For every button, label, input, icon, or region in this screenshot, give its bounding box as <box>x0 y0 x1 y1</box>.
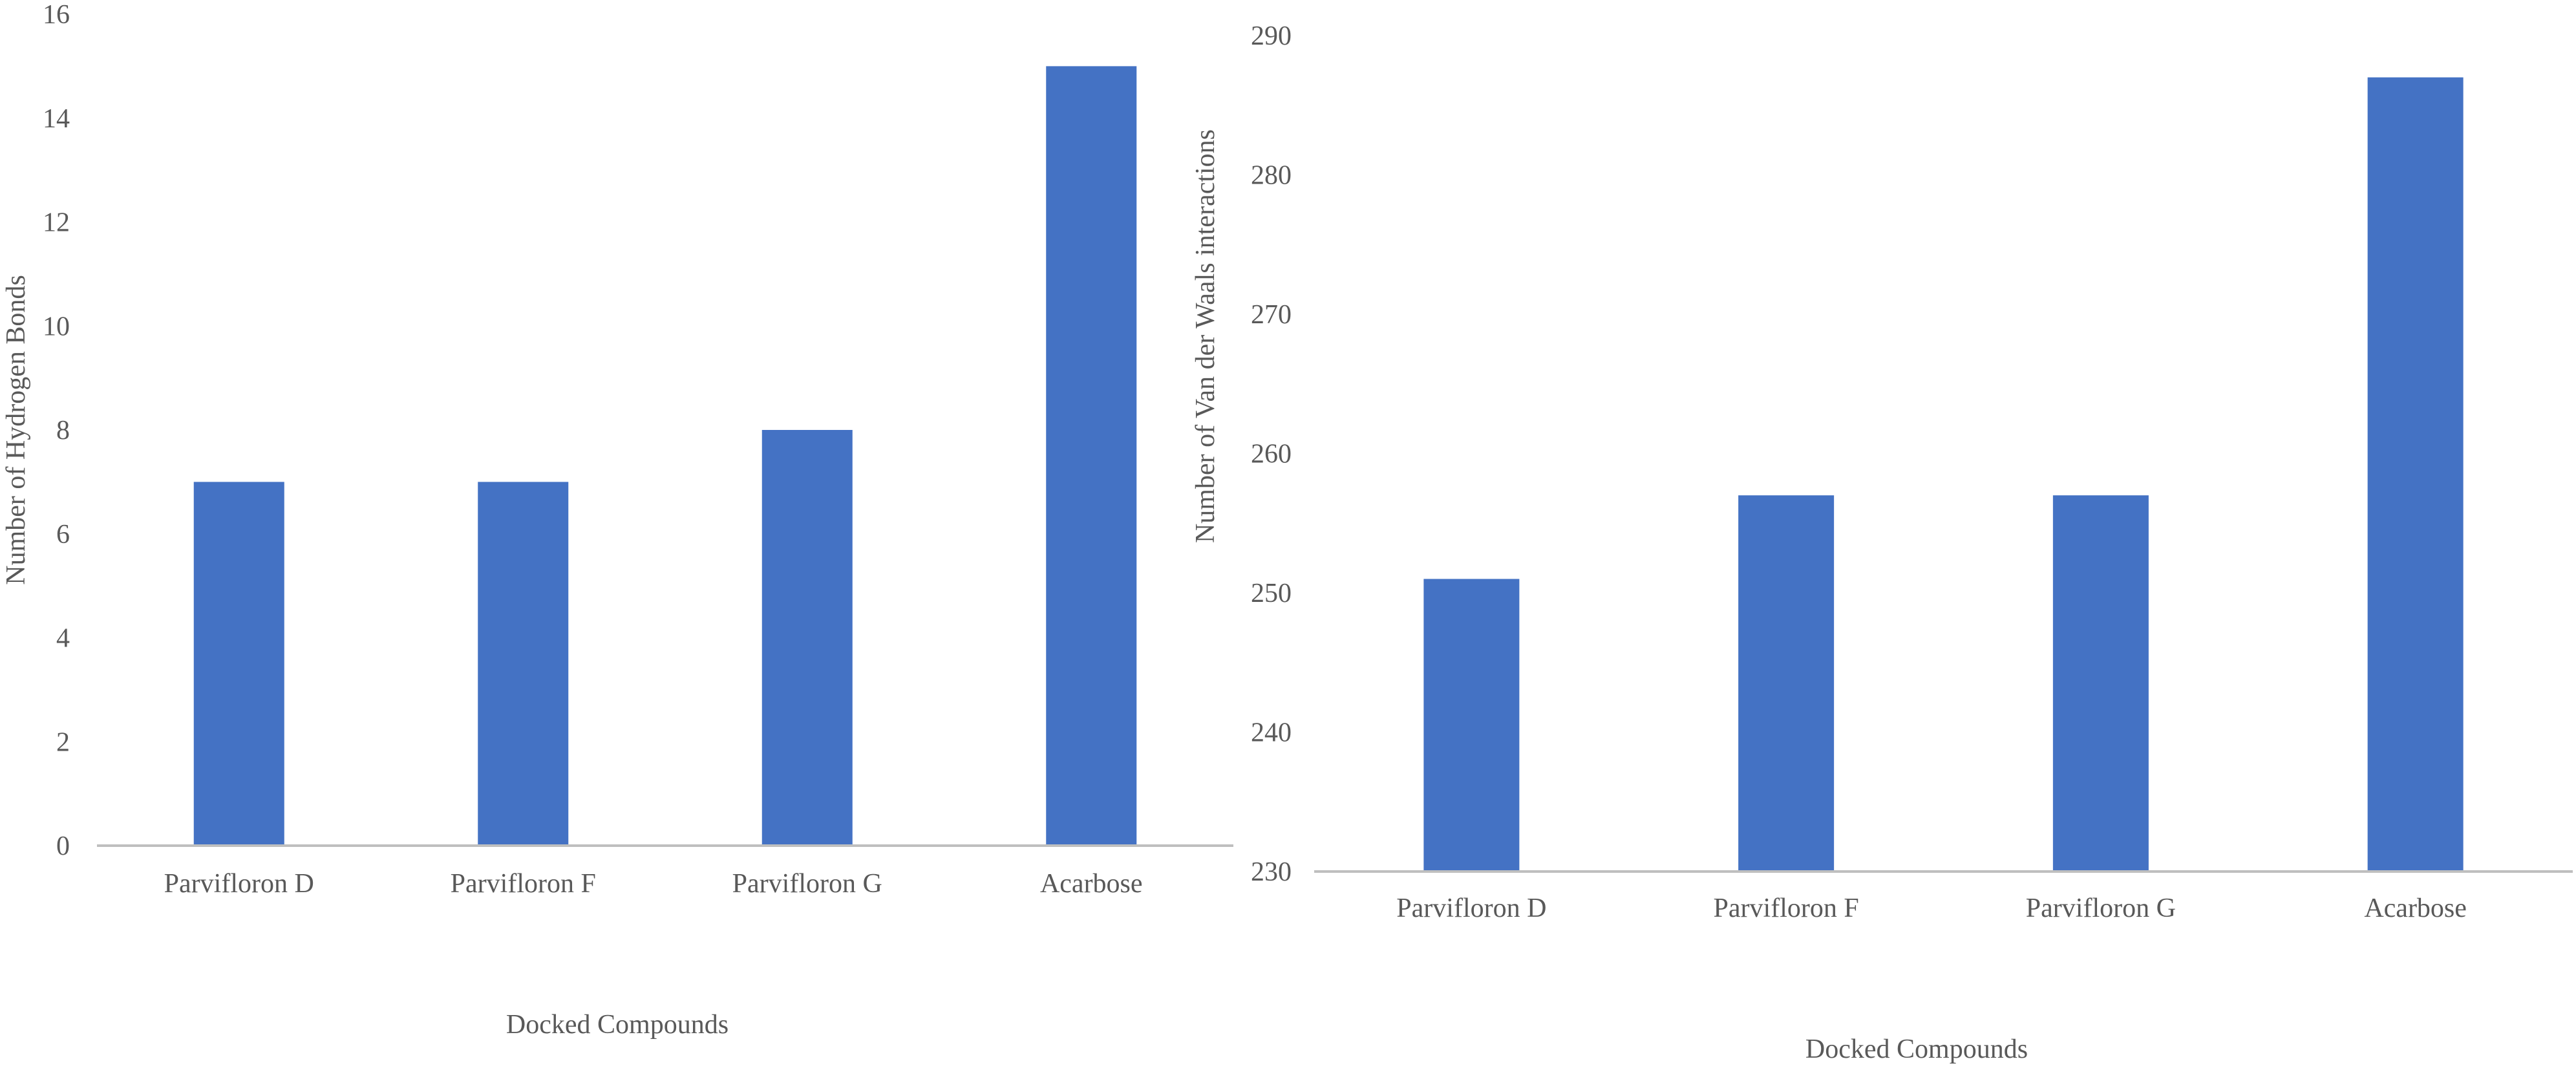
van-der-waals-bar <box>2052 495 2149 872</box>
hydrogen-bonds-bar <box>478 482 569 846</box>
van-der-waals-bar <box>1738 495 1835 872</box>
van-der-waals-category-label: Parvifloron D <box>1396 893 1546 923</box>
hydrogen-bonds-y-tick-label: 6 <box>56 520 70 550</box>
van-der-waals-y-ticks: 230 240 250 260 270 280 290 <box>1251 21 1292 887</box>
van-der-waals-x-axis-title: Docked Compounds <box>1805 1034 2028 1064</box>
hydrogen-bonds-category-label: Parvifloron D <box>164 869 314 899</box>
hydrogen-bonds-category-label: Parvifloron G <box>732 869 882 899</box>
hydrogen-bonds-y-tick-label: 4 <box>56 624 70 654</box>
hydrogen-bonds-y-tick-label: 14 <box>43 104 70 134</box>
van-der-waals-bar <box>1423 579 1520 872</box>
hydrogen-bonds-y-tick-label: 0 <box>56 831 70 861</box>
van-der-waals-y-tick-label: 260 <box>1251 440 1292 469</box>
hydrogen-bonds-bar <box>1046 66 1137 846</box>
van-der-waals-category-label: Parvifloron F <box>1714 893 1859 923</box>
van-der-waals-category-labels: Parvifloron D Parvifloron F Parvifloron G A… <box>1396 893 2467 923</box>
hydrogen-bonds-category-labels: Parvifloron D Parvifloron F Parvifloron G A… <box>164 869 1143 899</box>
hydrogen-bonds-chart: 0 2 4 6 8 10 12 14 16 Parvifloron D Parvifloron F… <box>1 0 1233 1040</box>
hydrogen-bonds-y-ticks: 0 2 4 6 8 10 12 14 16 <box>43 0 70 861</box>
hydrogen-bonds-bar <box>193 482 284 846</box>
hydrogen-bonds-category-label: Parvifloron F <box>451 869 596 899</box>
hydrogen-bonds-x-axis-title: Docked Compounds <box>506 1010 729 1040</box>
hydrogen-bonds-bar <box>761 430 853 846</box>
van-der-waals-bar <box>2367 77 2464 872</box>
van-der-waals-y-tick-label: 240 <box>1251 718 1292 748</box>
van-der-waals-bars <box>1423 77 2464 872</box>
hydrogen-bonds-category-label: Acarbose <box>1040 869 1143 899</box>
van-der-waals-y-tick-label: 250 <box>1251 579 1292 608</box>
van-der-waals-y-axis-title: Number of Van der Waals interactions <box>1191 129 1220 543</box>
van-der-waals-category-label: Parvifloron G <box>2026 893 2176 923</box>
van-der-waals-y-tick-label: 280 <box>1251 161 1292 191</box>
hydrogen-bonds-y-tick-label: 8 <box>56 416 70 445</box>
hydrogen-bonds-y-tick-label: 16 <box>43 0 70 30</box>
van-der-waals-y-tick-label: 230 <box>1251 857 1292 887</box>
hydrogen-bonds-y-axis-title: Number of Hydrogen Bonds <box>1 275 31 584</box>
hydrogen-bonds-y-tick-label: 2 <box>56 727 70 757</box>
hydrogen-bonds-y-tick-label: 10 <box>43 312 70 341</box>
van-der-waals-y-tick-label: 290 <box>1251 21 1292 51</box>
van-der-waals-category-label: Acarbose <box>2364 893 2467 923</box>
hydrogen-bonds-bars <box>193 66 1137 846</box>
van-der-waals-y-tick-label: 270 <box>1251 300 1292 330</box>
hydrogen-bonds-y-tick-label: 12 <box>43 208 70 238</box>
